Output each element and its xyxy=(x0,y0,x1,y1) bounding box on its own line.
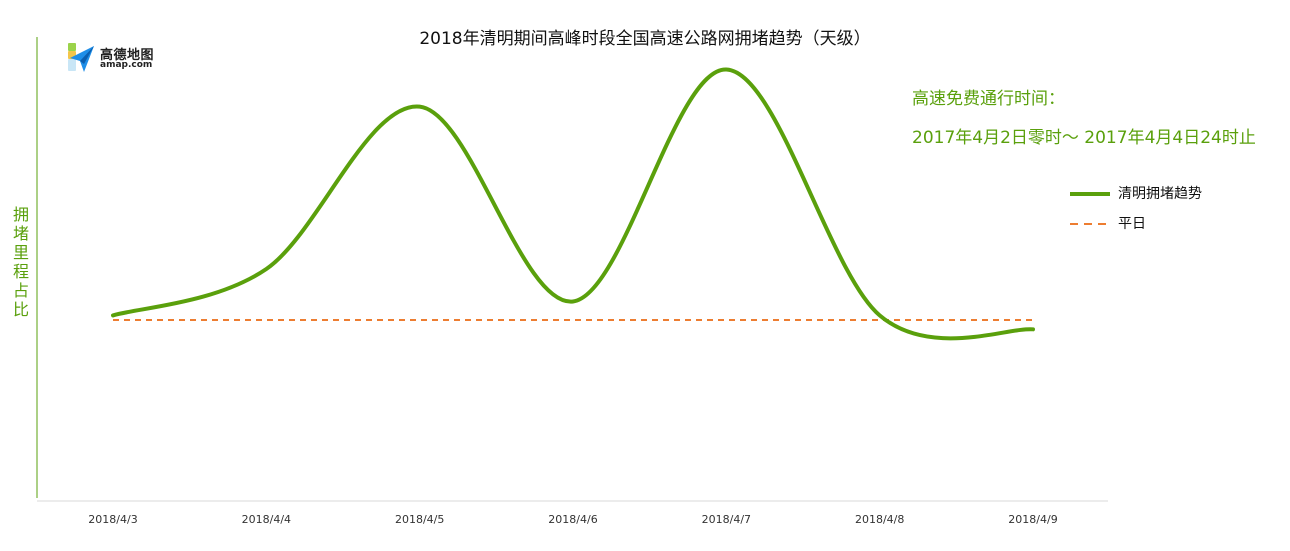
chart-title: 2018年清明期间高峰时段全国高速公路网拥堵趋势（天级） xyxy=(419,29,871,49)
toll-free-note: 高速免费通行时间： 2017年4月2日零时～ 2017年4月4日24时止 xyxy=(912,84,1256,148)
x-tick-label-1: 2018/4/4 xyxy=(242,513,291,526)
legend-swatch-trend xyxy=(1070,192,1110,196)
legend-swatch-baseline xyxy=(1070,223,1110,225)
legend-label-baseline: 平日 xyxy=(1118,216,1146,232)
x-tick-label-4: 2018/4/7 xyxy=(702,513,751,526)
trend-series xyxy=(111,67,1035,341)
toll-free-note-period: 2017年4月2日零时～ 2017年4月4日24时止 xyxy=(912,128,1256,148)
x-tick-labels: 2018/4/3 2018/4/4 2018/4/5 2018/4/6 2018/4/7… xyxy=(88,513,1057,526)
logo-text-en: amap.com xyxy=(100,60,153,70)
logo-text-cn: 高德地图 xyxy=(100,48,155,63)
toll-free-note-heading: 高速免费通行时间： xyxy=(912,89,1065,109)
y-axis-label: 拥堵里程占比 xyxy=(12,205,29,319)
x-tick-label-6: 2018/4/9 xyxy=(1008,513,1057,526)
amap-logo: 高德地图 amap.com xyxy=(66,42,176,74)
legend-label-trend: 清明拥堵趋势 xyxy=(1118,186,1202,202)
trend-line xyxy=(111,67,1035,341)
x-tick-label-0: 2018/4/3 xyxy=(88,513,137,526)
x-tick-label-2: 2018/4/5 xyxy=(395,513,444,526)
x-tick-label-3: 2018/4/6 xyxy=(548,513,597,526)
x-tick-label-5: 2018/4/8 xyxy=(855,513,904,526)
amap-paper-plane-icon xyxy=(68,43,94,72)
